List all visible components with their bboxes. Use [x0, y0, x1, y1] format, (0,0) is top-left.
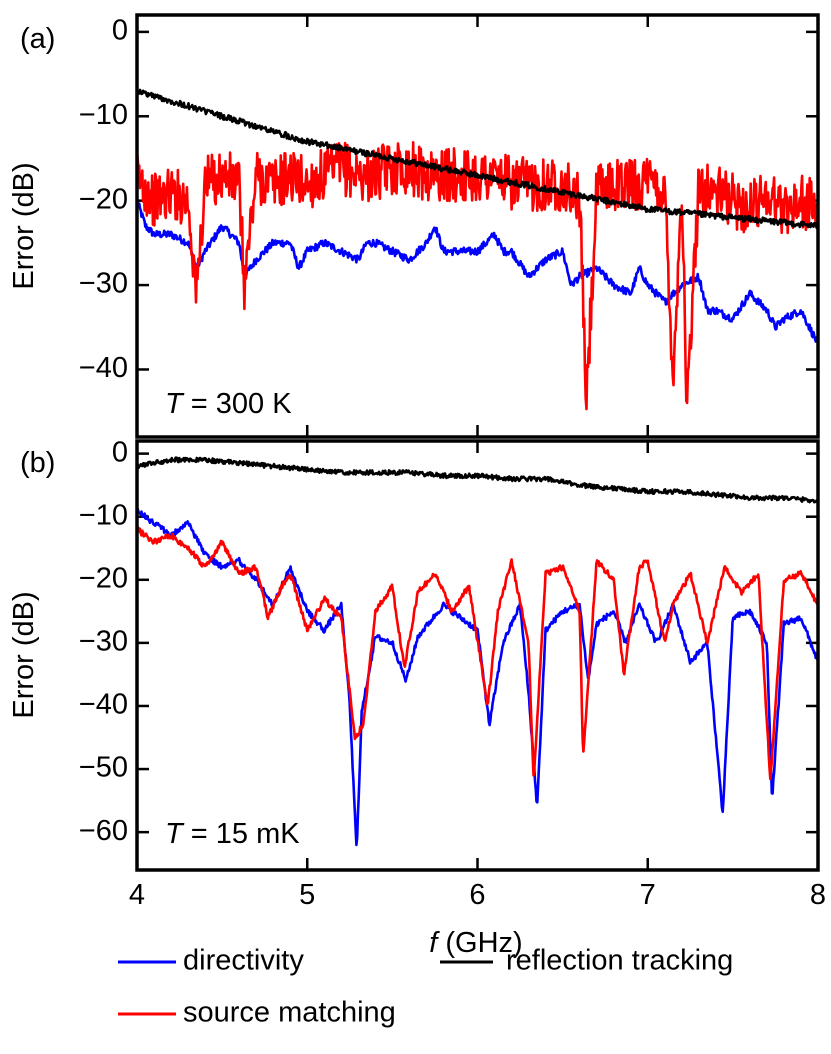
y-tick-label: 0 — [112, 15, 128, 47]
x-tick-label: 8 — [810, 879, 826, 911]
x-axis-label-symbol: f — [429, 927, 440, 959]
panel-a-y-tick-labels: 0 −10 −20 −30 −40 — [79, 15, 128, 385]
y-tick-label: −40 — [79, 352, 128, 384]
x-tick-label: 5 — [299, 879, 315, 911]
y-tick-label: −20 — [79, 562, 128, 594]
panel-b-x-tick-labels: 4 5 6 7 8 — [129, 879, 826, 911]
y-tick-label: −10 — [79, 499, 128, 531]
panel-b-y-tick-labels: 0 −10 −20 −30 −40 −50 −60 — [79, 436, 128, 847]
series-line-reflection-tracking — [137, 88, 818, 230]
panel-a-temperature-value: = 300 K — [183, 388, 292, 420]
y-tick-label: −30 — [79, 268, 128, 300]
series-line-source-matching — [137, 526, 818, 781]
y-tick-label: −10 — [79, 99, 128, 131]
panel-b-frame — [135, 439, 820, 872]
panel-b-temperature-value: = 15 mK — [183, 818, 301, 850]
panel-a-frame — [135, 13, 820, 439]
x-tick-label: 6 — [469, 879, 485, 911]
panel-a-series — [137, 88, 818, 411]
y-tick-label: −40 — [79, 689, 128, 721]
x-tick-label: 7 — [640, 879, 656, 911]
x-axis-label: f (GHz) — [429, 927, 522, 959]
series-line-directivity — [137, 507, 818, 847]
y-tick-label: −30 — [79, 626, 128, 658]
legend: directivity reflection tracking source m… — [118, 945, 733, 1029]
y-tick-label: −60 — [79, 815, 128, 847]
panel-b-temperature-symbol: T — [165, 818, 185, 850]
y-tick-label: 0 — [112, 436, 128, 468]
panel-b-ticks — [135, 441, 820, 870]
panel-b: 0 −10 −20 −30 −40 −50 −60 4 5 6 7 8 (b) Error (dB)… — [8, 436, 826, 959]
y-tick-label: −50 — [79, 752, 128, 784]
y-tick-label: −20 — [79, 183, 128, 215]
panel-b-temperature-label: T = 15 mK — [165, 818, 300, 850]
legend-label-reflection-tracking: reflection tracking — [506, 945, 733, 977]
panel-a-temperature-symbol: T — [165, 388, 185, 420]
series-line-source-matching — [137, 141, 818, 411]
panel-b-label: (b) — [20, 447, 55, 479]
legend-label-directivity: directivity — [183, 945, 304, 977]
panel-a-label: (a) — [20, 23, 55, 55]
panel-a-ticks — [135, 15, 820, 437]
series-line-directivity — [137, 199, 818, 343]
panel-a-temperature-label: T = 300 K — [165, 388, 292, 420]
legend-label-source-matching: source matching — [183, 997, 396, 1029]
series-line-reflection-tracking — [137, 456, 818, 504]
panel-a: 0 −10 −20 −30 −40 (a) Error (dB) T = 300 K — [8, 13, 820, 439]
panel-a-y-axis-label: Error (dB) — [8, 162, 40, 289]
panel-b-series — [137, 456, 818, 847]
x-tick-label: 4 — [129, 879, 145, 911]
x-axis-label-unit: (GHz) — [437, 927, 522, 959]
panel-b-y-axis-label: Error (dB) — [8, 591, 40, 718]
